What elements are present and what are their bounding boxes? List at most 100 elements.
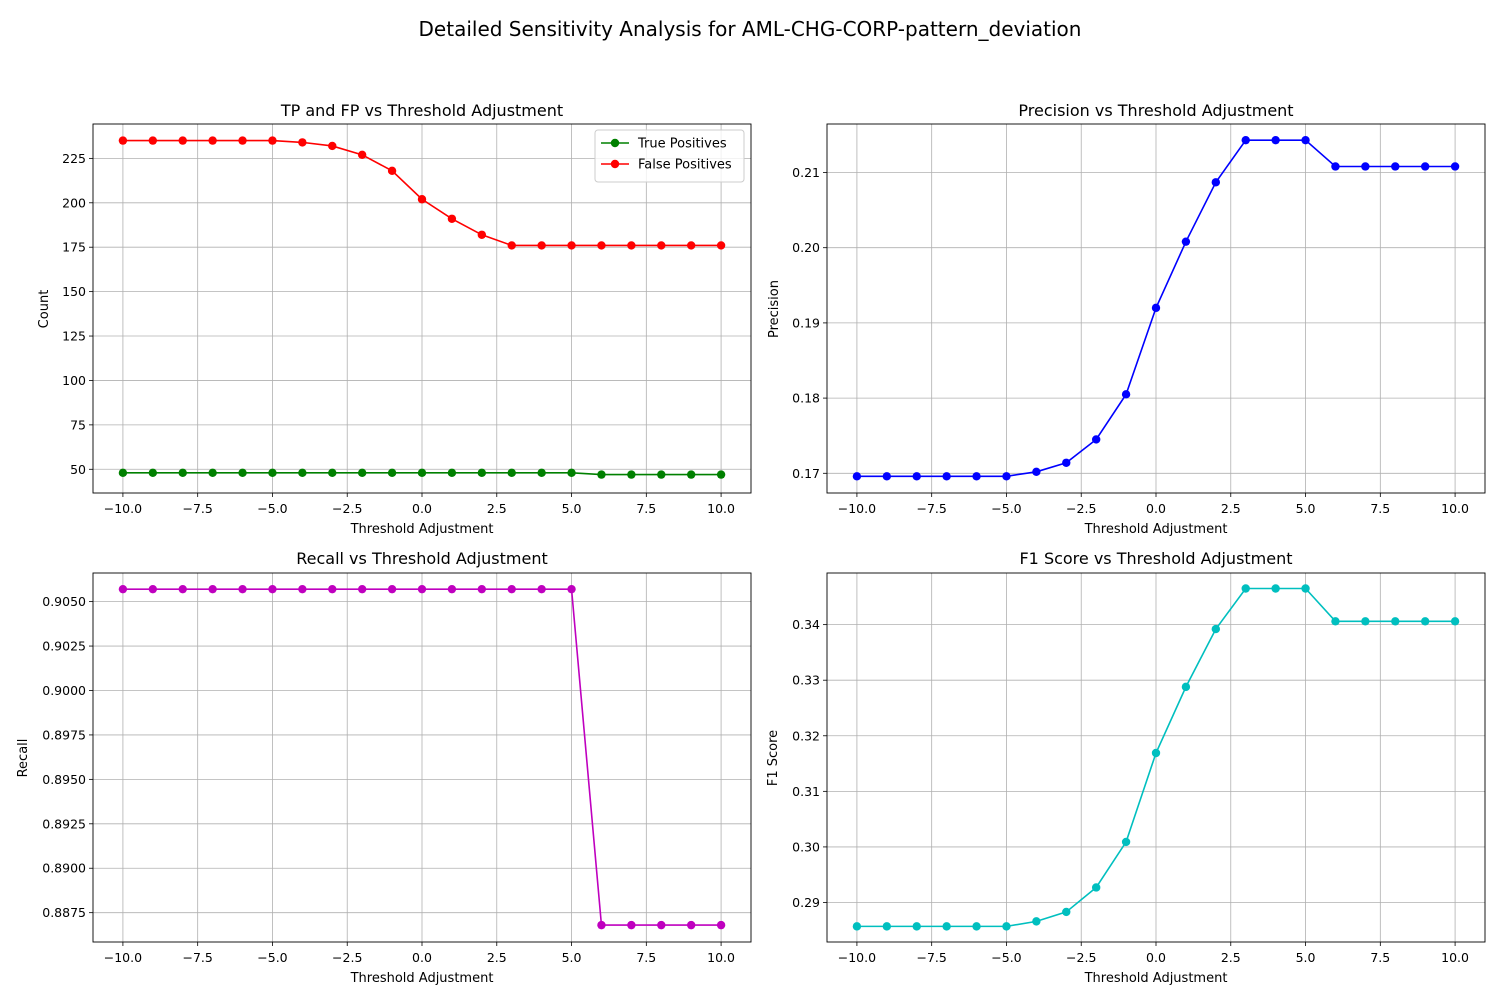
y-tick-label: 0.21 — [792, 165, 820, 180]
x-tick-label: 7.5 — [1370, 501, 1390, 516]
data-point — [716, 920, 726, 930]
data-point — [1032, 917, 1041, 926]
x-tick-label: 0.0 — [1146, 950, 1166, 965]
data-point — [417, 468, 427, 478]
x-tick-label: −5.0 — [991, 950, 1021, 965]
x-tick-label: 2.5 — [487, 950, 507, 965]
data-point — [1391, 162, 1400, 171]
data-point — [298, 138, 307, 147]
y-tick-label: 0.32 — [792, 728, 820, 743]
x-tick-label: −10.0 — [838, 950, 876, 965]
y-axis-label: F1 Score — [766, 730, 781, 786]
data-point — [1271, 584, 1280, 593]
x-tick-label: 2.5 — [1221, 501, 1241, 516]
data-point — [328, 468, 337, 478]
data-point — [507, 241, 516, 250]
x-tick-label: 10.0 — [1441, 501, 1469, 516]
x-axis-label: Threshold Adjustment — [1084, 971, 1228, 986]
data-point — [912, 922, 921, 931]
x-tick-label: −10.0 — [104, 501, 142, 516]
data-point — [1361, 162, 1370, 171]
data-point — [268, 136, 277, 145]
y-tick-label: 75 — [70, 417, 86, 432]
data-point — [118, 468, 128, 478]
data-point — [178, 468, 187, 478]
data-point — [477, 468, 487, 478]
data-point — [972, 472, 981, 481]
legend-box — [594, 129, 745, 183]
data-point — [657, 470, 666, 479]
axes-frame — [92, 123, 752, 494]
y-tick-label: 0.20 — [792, 240, 820, 255]
data-point — [972, 922, 981, 931]
data-point — [1450, 617, 1460, 626]
data-point — [1271, 135, 1280, 145]
data-point — [686, 920, 696, 930]
figure-title: Detailed Sensitivity Analysis for AML-CH… — [419, 17, 1082, 41]
data-point — [1301, 135, 1310, 145]
data-point — [417, 584, 427, 594]
y-tick-label: 0.8875 — [42, 905, 86, 920]
data-point — [447, 584, 457, 594]
x-tick-label: 5.0 — [562, 950, 582, 965]
data-point — [597, 470, 606, 479]
y-tick-label: 200 — [62, 195, 86, 210]
data-point — [1301, 584, 1310, 593]
data-point — [148, 468, 158, 478]
data-point — [1211, 178, 1221, 187]
panel-tp-fp: TP and FP vs Threshold Adjustment Thresh… — [37, 101, 752, 537]
x-tick-label: −5.0 — [991, 501, 1021, 516]
y-tick-label: 0.8975 — [42, 727, 86, 742]
data-point — [1361, 617, 1370, 626]
x-tick-label: 0.0 — [412, 501, 432, 516]
data-point — [882, 472, 892, 481]
data-point — [852, 472, 862, 481]
y-tick-label: 0.18 — [792, 391, 820, 406]
y-tick-label: 125 — [62, 329, 86, 344]
data-point — [567, 241, 576, 250]
y-tick-label: 225 — [62, 151, 86, 166]
y-tick-label: 0.9050 — [42, 594, 86, 609]
data-point — [148, 136, 158, 145]
data-point — [417, 195, 427, 204]
panel-f1: F1 Score vs Threshold Adjustment Thresho… — [766, 549, 1486, 986]
data-point — [477, 230, 487, 239]
data-point — [627, 920, 636, 930]
data-point — [1181, 682, 1191, 692]
data-point — [328, 584, 337, 594]
panel-title: Precision vs Threshold Adjustment — [1018, 101, 1293, 120]
y-tick-label: 0.9000 — [42, 683, 86, 698]
y-tick-label: 175 — [62, 240, 86, 255]
data-point — [1211, 624, 1221, 634]
data-point — [1181, 237, 1191, 246]
data-point — [447, 214, 457, 223]
axes-frame — [92, 572, 752, 943]
data-point — [357, 584, 367, 594]
data-point — [537, 584, 546, 594]
data-point — [1391, 617, 1400, 626]
data-point — [208, 584, 217, 594]
data-point — [1151, 748, 1161, 758]
data-point — [597, 241, 606, 250]
data-point — [882, 922, 892, 931]
y-tick-label: 0.9025 — [42, 639, 86, 654]
data-point — [387, 468, 397, 478]
panel-title: TP and FP vs Threshold Adjustment — [280, 101, 563, 120]
panel-title: Recall vs Threshold Adjustment — [296, 549, 548, 568]
x-tick-label: 7.5 — [636, 950, 656, 965]
data-point — [567, 468, 576, 478]
x-tick-label: −10.0 — [104, 950, 142, 965]
data-point — [1331, 162, 1340, 171]
y-tick-label: 100 — [62, 373, 86, 388]
data-point — [1420, 162, 1430, 171]
legend-label: False Positives — [638, 158, 732, 173]
data-point — [238, 136, 247, 145]
x-tick-label: −7.5 — [917, 501, 947, 516]
x-axis-label: Threshold Adjustment — [350, 522, 494, 537]
y-tick-label: 0.31 — [792, 784, 820, 799]
data-point — [1091, 883, 1101, 892]
data-point — [178, 584, 187, 594]
data-point — [298, 468, 307, 478]
x-tick-label: −2.5 — [1066, 501, 1096, 516]
